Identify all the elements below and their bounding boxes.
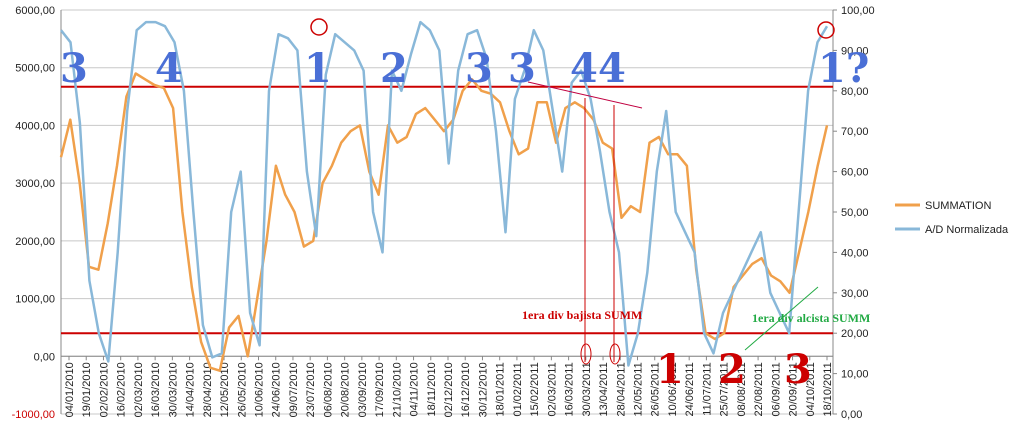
- x-tick-label: 16/03/2011: [564, 362, 576, 416]
- bearish-trendline: [527, 81, 643, 109]
- right-tick-label: 70,00: [841, 126, 869, 138]
- red-wave-label-1: 1: [656, 346, 684, 393]
- x-tick-label: 11/07/2011: [701, 362, 713, 415]
- x-tick-label: 30/12/2010: [477, 362, 489, 417]
- x-tick-label: 06/08/2010: [322, 362, 334, 417]
- right-tick-label: 50,00: [841, 207, 869, 219]
- legend-label-summation: SUMMATION: [925, 200, 991, 212]
- x-tick-label: 08/08/2011: [736, 362, 748, 416]
- wave-label-4c: 4: [598, 45, 626, 92]
- left-tick-label: 4000,00: [15, 120, 55, 132]
- x-tick-label: 02/03/2010: [133, 362, 145, 417]
- wave-label-2a: 2: [380, 45, 408, 92]
- x-tick-label: 18/10/2011: [822, 362, 834, 416]
- left-tick-label: 6000,00: [15, 5, 55, 17]
- left-tick-label: 3000,00: [15, 178, 55, 190]
- x-tick-label: 14/04/2010: [185, 362, 197, 417]
- x-tick-label: 12/05/2010: [219, 362, 231, 417]
- x-tick-label: 02/12/2010: [443, 362, 455, 417]
- right-tick-label: 10,00: [841, 369, 869, 381]
- wave-label-3a: 3: [60, 45, 88, 92]
- x-tick-label: 16/03/2010: [150, 362, 162, 417]
- x-tick-label: 19/01/2010: [81, 362, 93, 417]
- right-tick-label: 0,00: [841, 409, 862, 421]
- top-marker-1: [310, 18, 328, 36]
- x-tick-label: 04/11/2010: [409, 362, 421, 416]
- x-tick-label: 17/09/2010: [374, 362, 386, 417]
- x-tick-label: 15/02/2011: [529, 362, 541, 416]
- x-tick-label: 26/05/2010: [236, 362, 248, 417]
- x-tick-label: 12/05/2011: [633, 362, 645, 416]
- left-tick-label: 2000,00: [15, 236, 55, 248]
- x-tick-label: 13/04/2011: [598, 362, 610, 416]
- right-tick-label: 100,00: [841, 5, 875, 17]
- wave-label-4b: 4: [570, 45, 598, 92]
- x-tick-label: 24/06/2011: [684, 362, 696, 416]
- x-tick-label: 22/08/2011: [753, 362, 765, 416]
- x-tick-label: 16/12/2010: [460, 362, 472, 417]
- x-tick-label: 10/06/2011: [667, 362, 679, 416]
- x-tick-label: 28/04/2010: [202, 362, 214, 417]
- legend: SUMMATION A/D Normalizada: [895, 200, 1009, 236]
- right-tick-label: 40,00: [841, 247, 869, 259]
- x-tick-label: 03/09/2010: [357, 362, 369, 417]
- x-tick-label: 30/03/2010: [167, 362, 179, 417]
- x-tick-label: 20/08/2010: [340, 362, 352, 417]
- top-marker-2: [817, 21, 835, 39]
- right-tick-label: 20,00: [841, 328, 869, 340]
- left-tick-label: -1000,00: [12, 409, 55, 421]
- red-wave-label-3: 3: [784, 346, 812, 393]
- x-tick-label: 26/05/2011: [650, 362, 662, 416]
- right-tick-label: 30,00: [841, 288, 869, 300]
- bearish-marker-2: [609, 343, 621, 365]
- left-axis: -1000,00 0,00 1000,00 2000,00 3000,00 4000,00…: [12, 5, 62, 421]
- x-tick-label: 24/06/2010: [271, 362, 283, 417]
- right-axis: 0,00 10,00 20,00 30,00 40,00 50,00 60,00 70,00 8…: [832, 5, 875, 421]
- x-tick-label: 10/06/2010: [254, 362, 266, 417]
- x-tick-label: 18/11/2010: [426, 362, 438, 416]
- bullish-trendline: [744, 286, 819, 351]
- x-tick-label: 02/03/2011: [546, 362, 558, 416]
- x-tick-label: 04/10/2011: [805, 362, 817, 416]
- x-tick-label: 30/03/2011: [581, 362, 593, 416]
- wave-label-1q: 1?: [818, 45, 869, 92]
- x-tick-label: 25/07/2011: [719, 362, 731, 416]
- x-tick-label: 20/09/2011: [788, 362, 800, 416]
- bullish-divergence-note: 1era div alcista SUMM: [752, 311, 870, 325]
- right-tick-label: 80,00: [841, 86, 869, 98]
- annotation-overlays: 3 4 1 2 3 3 4 4 1? 1 2 3 1era div bajist…: [60, 18, 870, 393]
- x-tick-label: 28/04/2011: [615, 362, 627, 416]
- x-tick-label: 09/07/2010: [288, 362, 300, 417]
- x-tick-label: 18/01/2011: [495, 362, 507, 416]
- wave-label-3c: 3: [508, 45, 536, 92]
- wave-label-3b: 3: [465, 45, 493, 92]
- x-tick-label: 06/09/2011: [770, 362, 782, 416]
- x-tick-label: 01/02/2011: [512, 362, 524, 416]
- x-tick-label: 21/10/2010: [391, 362, 403, 417]
- right-tick-label: 60,00: [841, 167, 869, 179]
- red-wave-label-2: 2: [718, 346, 746, 393]
- right-tick-label: 90,00: [841, 45, 869, 57]
- bearish-marker-1: [580, 343, 592, 365]
- x-tick-label: 23/07/2010: [305, 362, 317, 417]
- series-line-a-d-normalizada: [60, 20, 829, 367]
- left-tick-label: 5000,00: [15, 63, 55, 75]
- legend-label-ad: A/D Normalizada: [925, 224, 1009, 236]
- x-tick-label: 04/01/2010: [64, 362, 76, 417]
- x-axis: 04/01/2010 19/01/2010 02/02/2010 16/02/2010…: [61, 355, 834, 417]
- wave-label-4a: 4: [155, 45, 183, 92]
- bearish-divergence-note: 1era div bajista SUMM: [522, 308, 642, 322]
- left-tick-label: 1000,00: [15, 294, 55, 306]
- wave-label-1a: 1: [304, 45, 332, 92]
- left-tick-label: 0,00: [34, 351, 55, 363]
- x-tick-label: 02/02/2010: [98, 362, 110, 417]
- series-layer: [59, 20, 829, 372]
- x-tick-label: 16/02/2010: [116, 362, 128, 417]
